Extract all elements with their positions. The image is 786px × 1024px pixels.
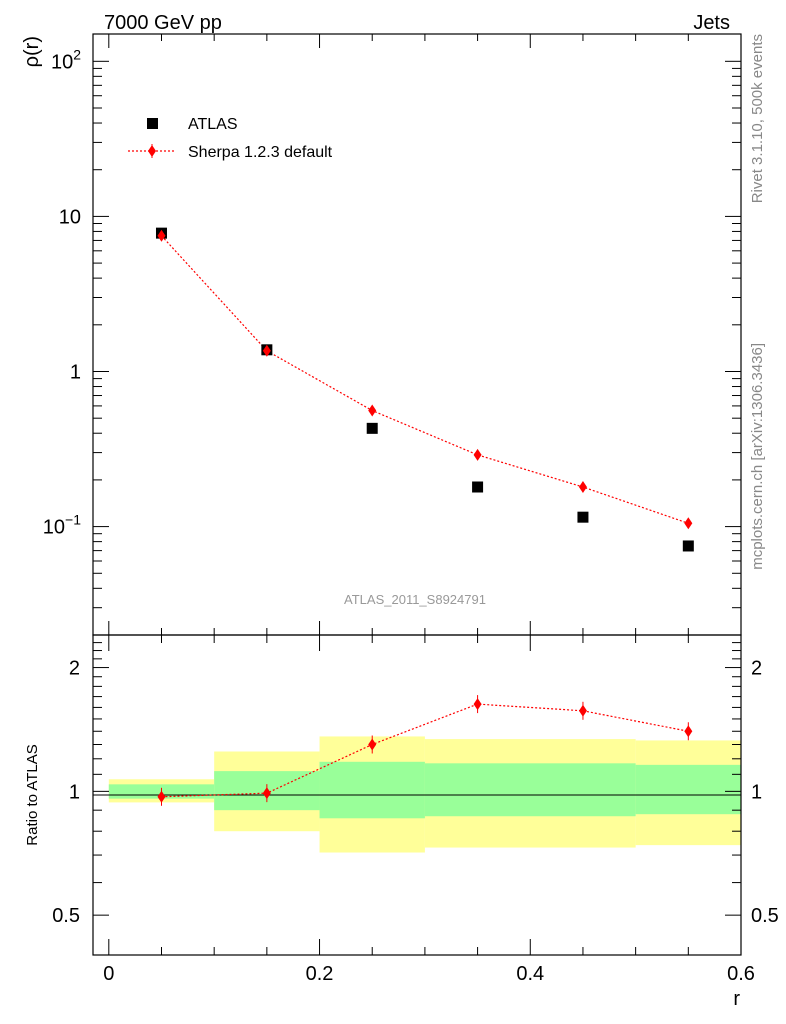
main-axis-ticks <box>93 34 742 636</box>
ratio-sherpa-point <box>684 725 693 738</box>
legend-sherpa-label: Sherpa 1.2.3 default <box>188 144 333 161</box>
ratio-sherpa-line <box>161 703 689 798</box>
header-left: 7000 GeV pp <box>104 12 222 34</box>
main-y-tick-labels: 10−1 1 10 102 <box>43 46 81 538</box>
x-tick-label: 0 <box>103 963 114 985</box>
ratio-plot-frame <box>92 634 742 956</box>
main-y-tick-label: 1 <box>70 361 81 383</box>
sherpa-point <box>578 481 587 494</box>
legend-atlas-marker <box>147 118 158 129</box>
header-right: Jets <box>693 12 730 34</box>
legend-atlas-label: ATLAS <box>188 116 238 133</box>
ratio-sherpa-point <box>578 704 587 717</box>
x-tick-label: 0.2 <box>306 963 334 985</box>
atlas-point <box>682 540 694 552</box>
sherpa-point <box>262 344 271 357</box>
stat-uncertainty-band <box>319 761 425 819</box>
sherpa-point <box>684 517 693 530</box>
mcplots-text: mcplots.cern.ch [arXiv:1306.3436] <box>749 343 766 570</box>
ratio-axis-ticks <box>93 635 742 956</box>
analysis-id-label: ATLAS_2011_S8924791 <box>344 592 486 607</box>
main-y-axis-label: ρ(r) <box>21 36 43 67</box>
main-panel: 10−1 1 10 102 ρ(r) ATLAS_2011_S8924791 ATLA… <box>21 33 742 636</box>
sherpa-point <box>368 404 377 417</box>
ratio-sherpa-point <box>368 738 377 751</box>
ratio-sherpa-point <box>473 698 482 711</box>
x-axis-label: r <box>733 988 740 1010</box>
x-tick-label: 0.6 <box>727 963 755 985</box>
ratio-points <box>157 695 693 806</box>
ratio-tick-labels: 0.5 0.5 1 1 2 2 0 0.2 0.4 0.6 <box>52 658 779 985</box>
ratio-y-tick-label-right: 1 <box>751 781 762 803</box>
legend: ATLAS Sherpa 1.2.3 default <box>128 116 333 161</box>
main-y-tick-label: 10−1 <box>43 512 81 539</box>
ratio-sherpa-point <box>157 790 166 803</box>
stat-uncertainty-band <box>635 764 741 815</box>
main-y-tick-label: 102 <box>51 46 81 73</box>
sherpa-line <box>161 235 689 524</box>
ratio-y-tick-label: 0.5 <box>52 905 80 927</box>
x-tick-label: 0.4 <box>516 963 544 985</box>
ratio-uncertainty-bands <box>108 736 741 853</box>
main-y-tick-label: 10 <box>59 206 81 228</box>
atlas-point <box>472 481 484 493</box>
main-points <box>155 227 694 552</box>
atlas-point <box>577 511 589 523</box>
stat-uncertainty-band <box>424 763 636 817</box>
legend-sherpa-marker <box>148 145 156 157</box>
ratio-y-tick-label: 2 <box>69 658 80 680</box>
ratio-y-axis-label: Ratio to ATLAS <box>24 744 41 845</box>
atlas-point <box>366 422 378 434</box>
sherpa-point <box>473 448 482 461</box>
ratio-panel: 0.5 0.5 1 1 2 2 0 0.2 0.4 0.6 Ratio to ATLAS r <box>24 634 779 1010</box>
ratio-y-tick-label-right: 0.5 <box>751 905 779 927</box>
ratio-sherpa-point <box>262 787 271 800</box>
ratio-y-tick-label: 1 <box>69 781 80 803</box>
sherpa-point <box>157 229 166 242</box>
rivet-version-text: Rivet 3.1.10, 500k events <box>749 34 766 203</box>
ratio-y-tick-label-right: 2 <box>751 658 762 680</box>
